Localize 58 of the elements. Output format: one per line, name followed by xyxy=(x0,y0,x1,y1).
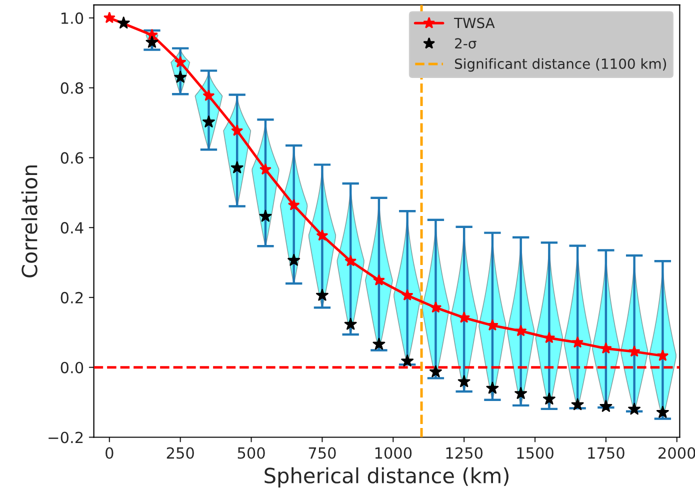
point xyxy=(259,210,272,222)
x-tick-label: 250 xyxy=(166,447,194,459)
point xyxy=(288,198,300,210)
point xyxy=(202,116,215,128)
point xyxy=(458,311,470,323)
x-tick-label: 500 xyxy=(238,447,265,459)
y-tick-label: 0.8 xyxy=(60,82,84,94)
y-tick-label: 0.6 xyxy=(60,152,84,164)
point xyxy=(174,56,186,68)
y-tick-label: 1.0 xyxy=(61,12,84,24)
x-tick-label: 750 xyxy=(308,447,336,459)
x-tick-label: 1500 xyxy=(517,447,554,459)
x-tick-label: 2000 xyxy=(658,447,695,459)
point xyxy=(571,398,584,410)
y-tick-label: −0.2 xyxy=(48,432,83,444)
x-tick-label: 0 xyxy=(106,447,114,459)
point xyxy=(146,36,158,48)
point xyxy=(372,338,386,350)
point xyxy=(401,354,414,366)
point xyxy=(458,375,470,388)
x-axis-title: Spherical distance (km) xyxy=(264,467,508,488)
legend-label: TWSA xyxy=(454,18,495,28)
x-tick-label: 1750 xyxy=(588,447,624,459)
point xyxy=(288,254,300,266)
y-tick-label: 0.2 xyxy=(60,292,83,304)
y-tick-label: 0.4 xyxy=(60,222,84,234)
ref-line-label: Significant distance (1100 km) xyxy=(454,58,666,72)
x-tick-label: 1250 xyxy=(446,447,483,459)
point xyxy=(600,342,612,354)
point xyxy=(344,254,357,266)
point xyxy=(202,90,215,102)
point xyxy=(572,336,584,348)
point xyxy=(103,12,116,24)
x-tick-label: 1000 xyxy=(375,447,412,459)
point xyxy=(401,289,414,301)
legend-label: 2-σ xyxy=(455,38,476,49)
point xyxy=(514,324,527,336)
y-axis-title: Correlation xyxy=(21,165,38,278)
point xyxy=(372,274,385,286)
point xyxy=(542,392,556,405)
point xyxy=(344,318,357,330)
point xyxy=(600,400,612,412)
point xyxy=(543,332,556,344)
point xyxy=(316,229,328,241)
point xyxy=(628,402,641,415)
point xyxy=(430,301,442,313)
point xyxy=(656,406,669,418)
point xyxy=(486,382,499,394)
y-tick-label: 0.0 xyxy=(60,362,84,374)
point xyxy=(628,345,640,357)
point xyxy=(231,124,244,136)
point xyxy=(656,350,669,362)
point xyxy=(230,161,244,174)
point xyxy=(260,163,272,175)
point xyxy=(514,387,528,399)
point xyxy=(316,288,328,301)
point xyxy=(117,16,130,29)
point xyxy=(429,365,442,378)
